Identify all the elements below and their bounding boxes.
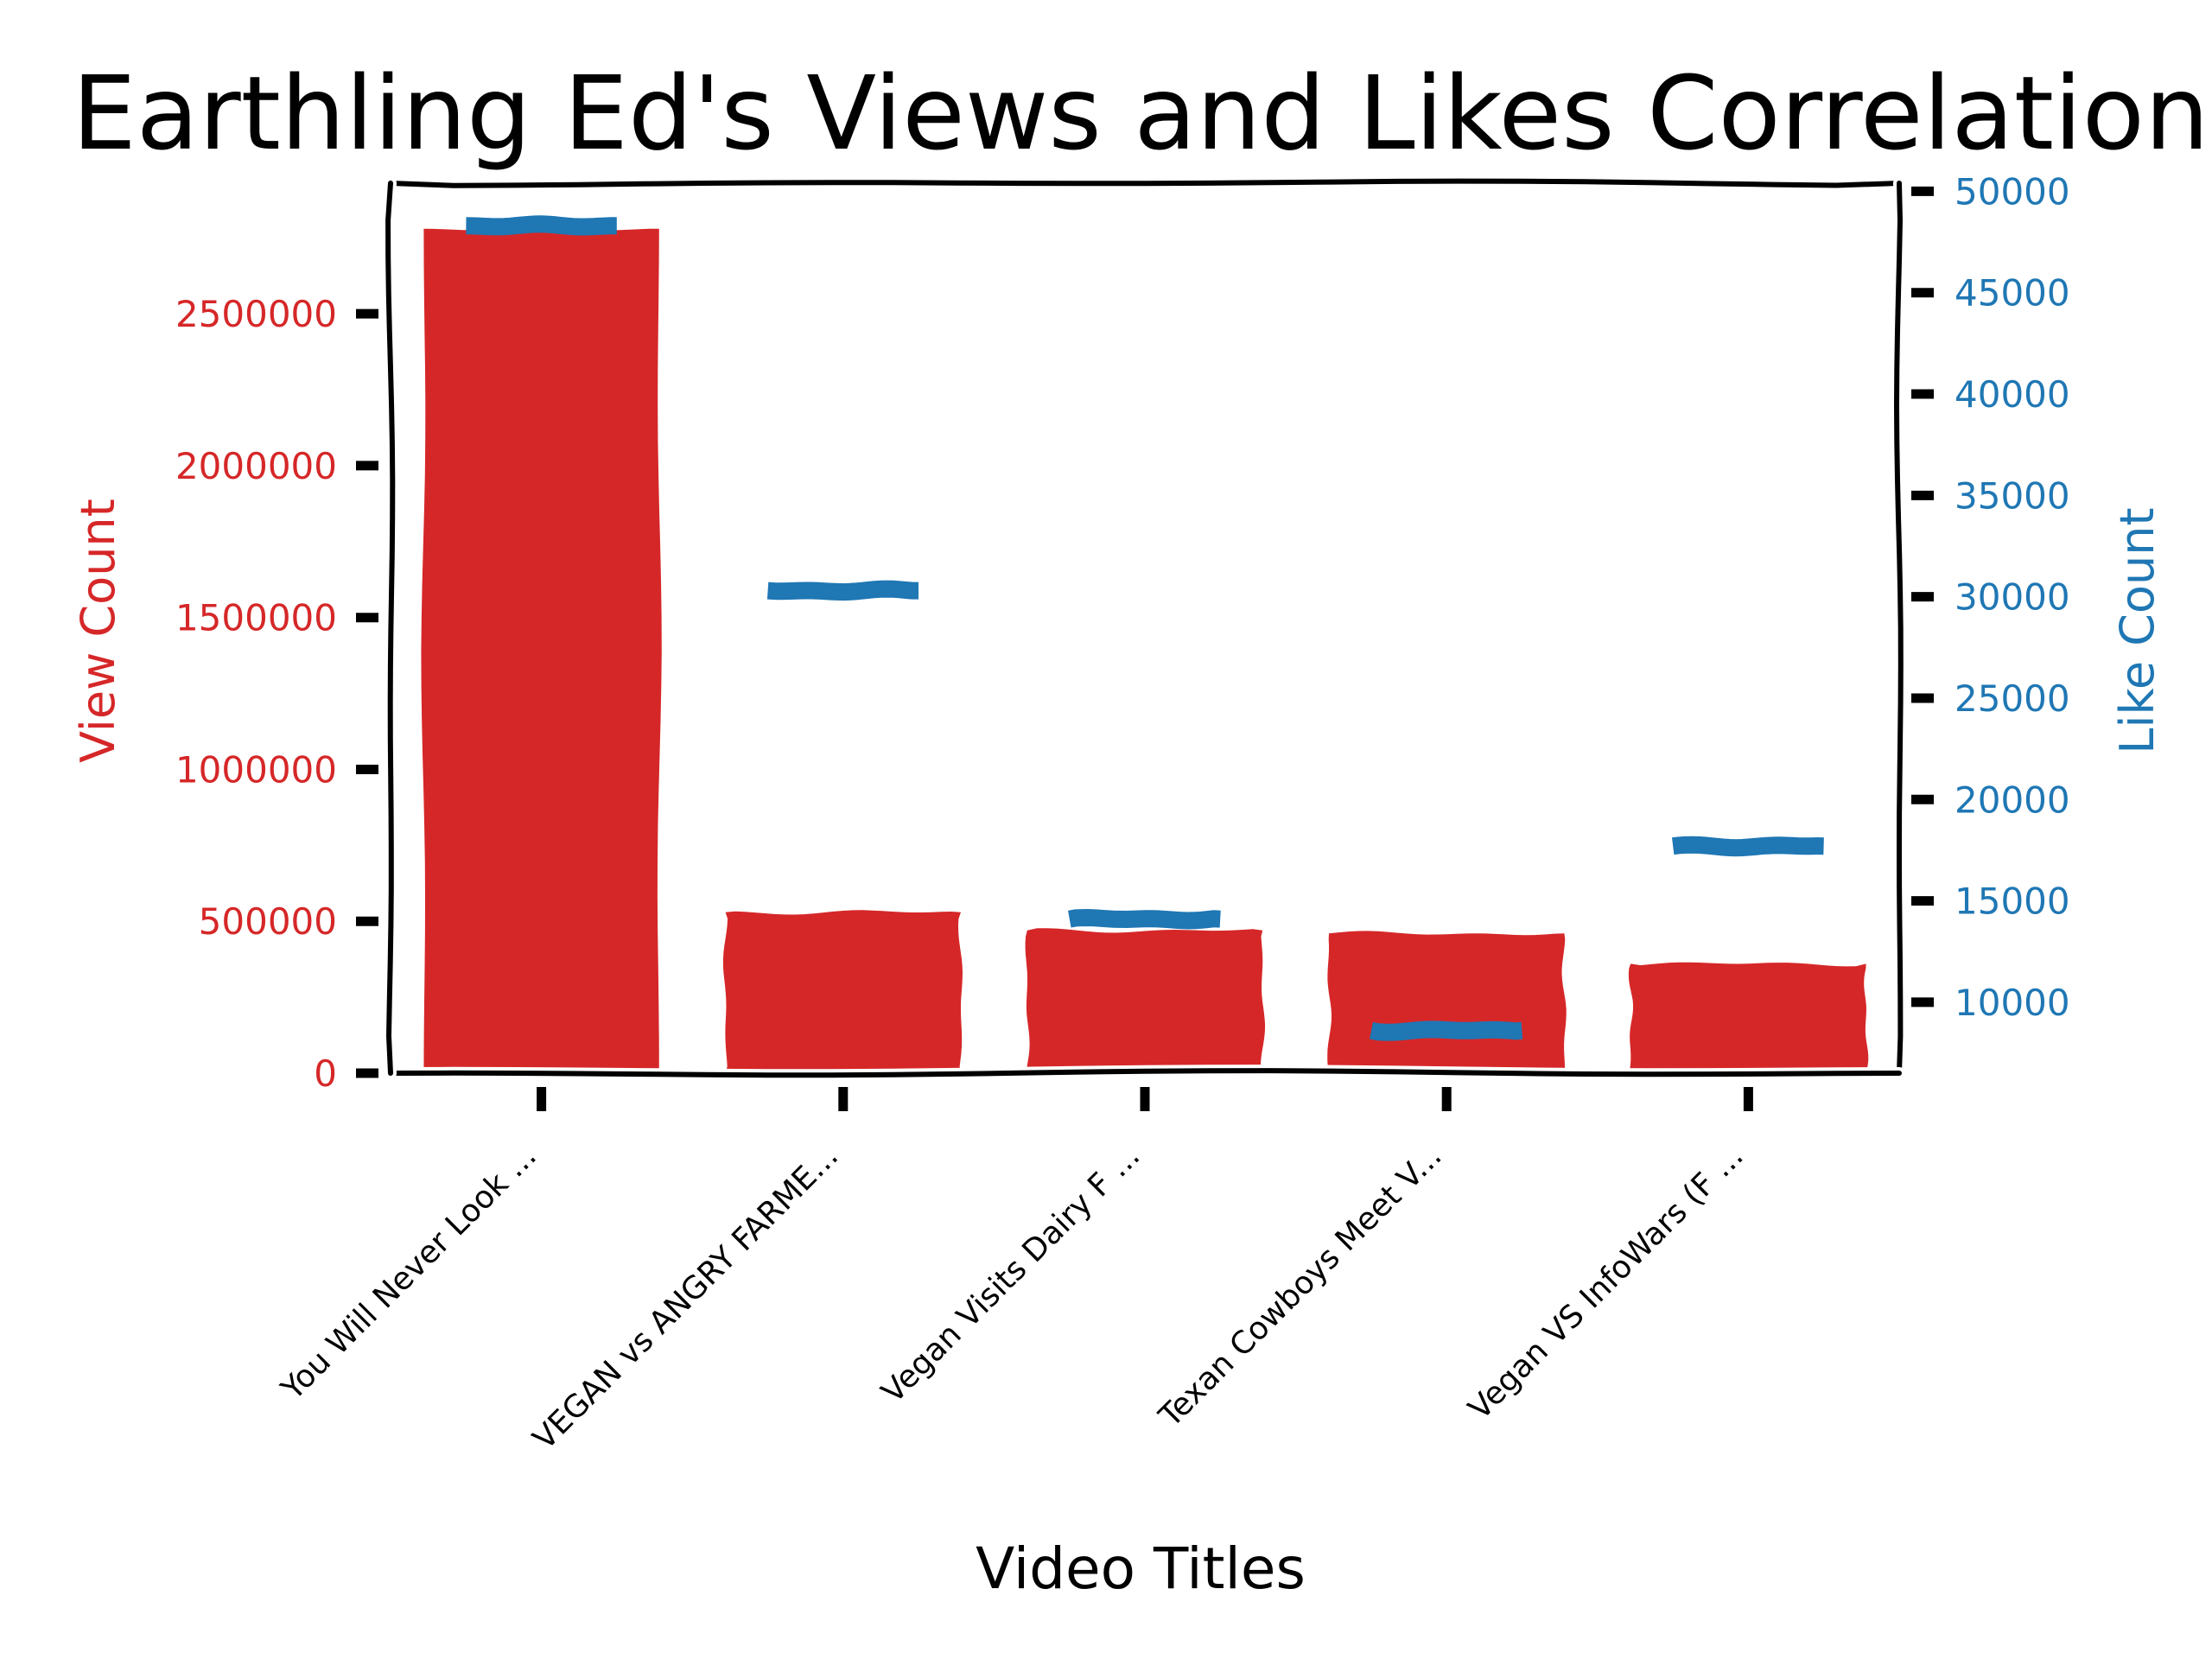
- x-tick-label: You Will Never Look ...: [274, 1138, 543, 1408]
- view-bar-3: [1025, 928, 1266, 1073]
- x-axis-label: Video Titles: [976, 1535, 1306, 1602]
- view-bar-5: [1628, 962, 1869, 1073]
- frame-top: [388, 178, 1902, 188]
- left-tick-label: 2500000: [175, 293, 337, 335]
- view-bar-2: [722, 910, 963, 1073]
- like-marker-3: [1068, 908, 1221, 930]
- like-marker-4: [1369, 1020, 1523, 1041]
- left-tick-label: 0: [314, 1052, 337, 1095]
- left-tick-label: 1500000: [175, 597, 337, 639]
- right-tick-label: 35000: [1955, 474, 2070, 517]
- left-tick-label: 1000000: [175, 748, 337, 791]
- plot-frame: [382, 175, 1907, 1082]
- right-axis-ticks: 10000 15000 20000 25000 30000 35000 40000 45000…: [1911, 170, 2070, 1024]
- like-marker-2: [766, 580, 918, 601]
- like-marker-5: [1671, 836, 1824, 857]
- left-axis-ticks: 0 500000 1000000 1500000 2000000 2500000: [175, 293, 378, 1095]
- y-axis-label-right: Like Count: [2110, 507, 2164, 753]
- y-axis-label-left: View Count: [71, 499, 125, 763]
- right-tick-label: 25000: [1955, 677, 2070, 720]
- chart-title: Earthling Ed's Views and Likes Correlati…: [72, 54, 2209, 173]
- right-tick-label: 50000: [1955, 170, 2070, 213]
- frame-right: [1893, 181, 1904, 1076]
- like-marker-1: [466, 215, 617, 236]
- right-tick-label: 20000: [1955, 779, 2070, 821]
- x-tick-label: Vegan Visits Dairy F ...: [875, 1138, 1147, 1410]
- likes-layer: [466, 215, 1824, 1041]
- right-tick-label: 10000: [1955, 982, 2070, 1024]
- view-bar-4: [1327, 931, 1567, 1073]
- x-axis-ticks: You Will Never Look ...VEGAN vs ANGRY FA…: [274, 1087, 1753, 1457]
- bars-layer: [421, 226, 1869, 1073]
- right-tick-label: 40000: [1955, 373, 2070, 416]
- x-tick-label: VEGAN vs ANGRY FARME...: [526, 1138, 845, 1457]
- frame-bottom: [388, 1068, 1902, 1078]
- right-tick-label: 30000: [1955, 576, 2070, 619]
- right-tick-label: 15000: [1955, 880, 2070, 923]
- left-tick-label: 2000000: [175, 445, 337, 487]
- frame-left: [385, 181, 396, 1076]
- right-tick-label: 45000: [1955, 272, 2070, 315]
- x-tick-label: Texan Cowboys Meet V...: [1152, 1138, 1448, 1434]
- left-tick-label: 500000: [199, 900, 337, 943]
- view-bar-1: [421, 226, 662, 1073]
- x-tick-label: Vegan VS InfoWars (F ...: [1462, 1138, 1751, 1427]
